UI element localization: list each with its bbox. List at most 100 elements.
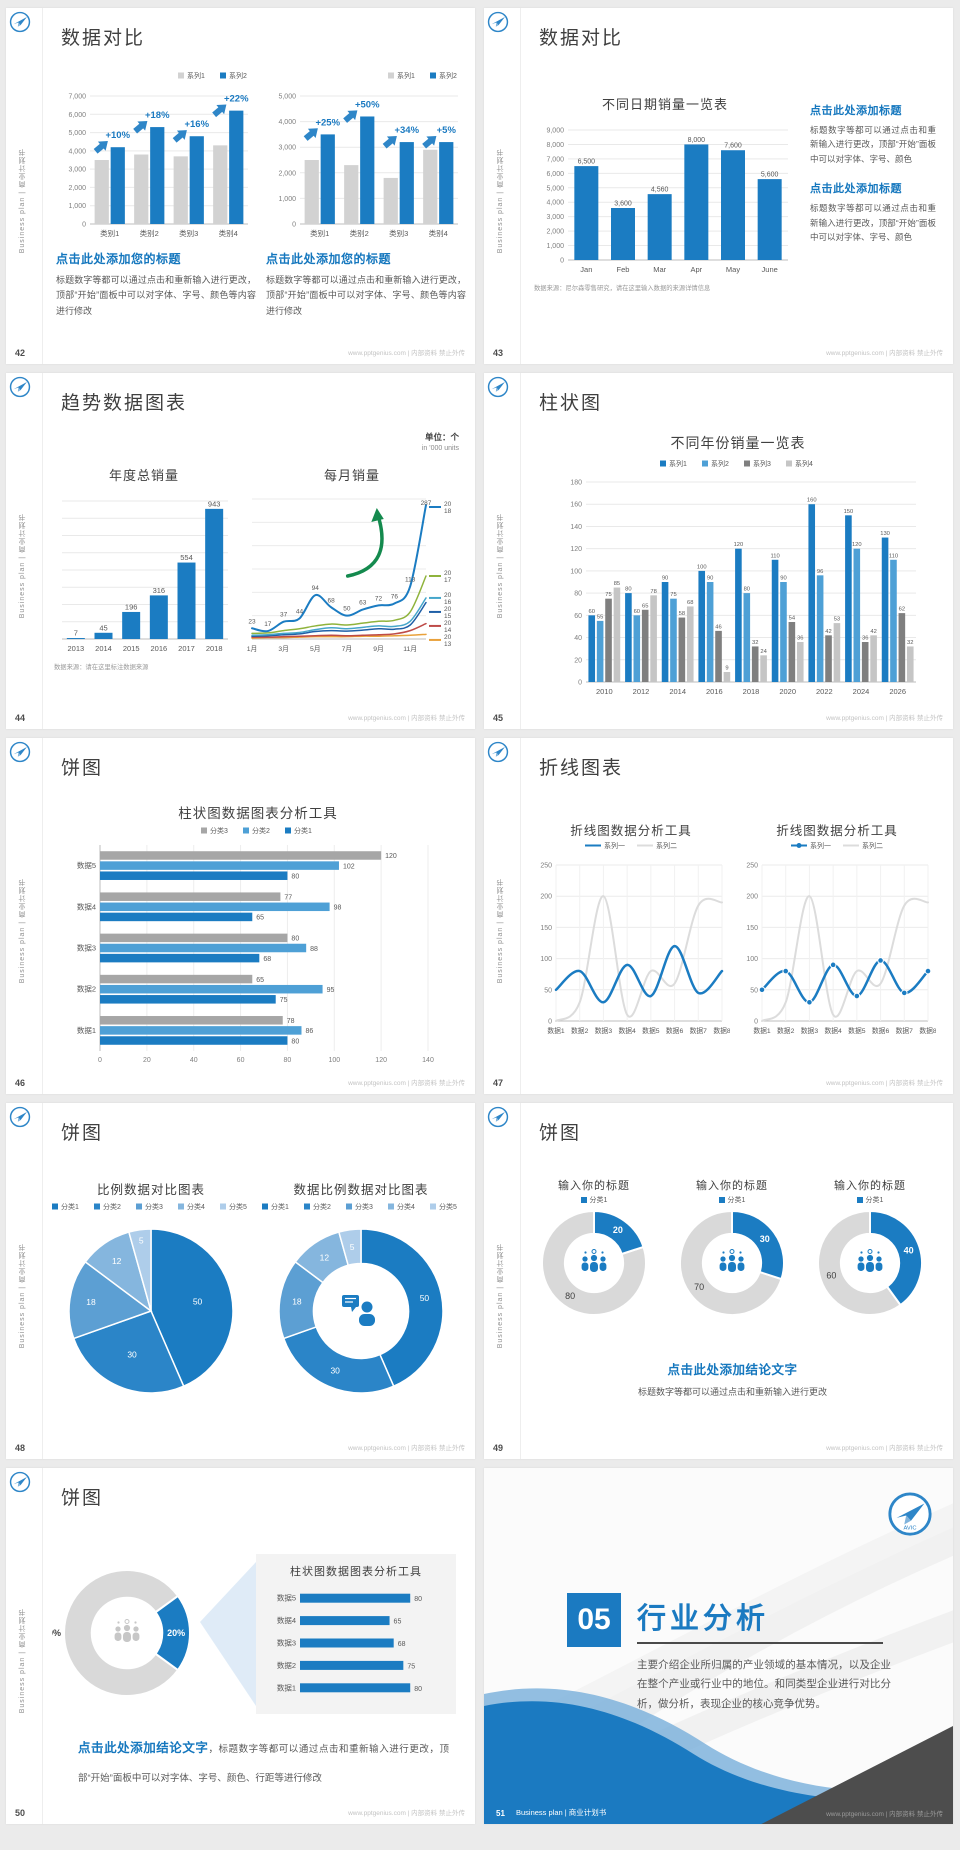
svg-text:5,000: 5,000 [278, 94, 296, 101]
svg-text:120: 120 [734, 542, 744, 548]
svg-text:100: 100 [328, 1057, 340, 1064]
legend-swatch [718, 1197, 725, 1203]
svg-text:系列2: 系列2 [229, 71, 247, 80]
svg-text:36: 36 [862, 636, 868, 642]
page-number: 45 [493, 713, 504, 723]
svg-text:类别1: 类别1 [100, 228, 119, 238]
legend: 分类1 [670, 1195, 794, 1205]
svg-text:Jan: Jan [580, 265, 592, 274]
svg-text:6,000: 6,000 [68, 112, 86, 119]
svg-text:120: 120 [570, 546, 582, 553]
chart-title: 折线图数据分析工具 [570, 824, 692, 838]
page-number: 44 [15, 713, 26, 723]
svg-text:76: 76 [391, 594, 399, 601]
trend-arrow-icon [345, 511, 384, 578]
svg-text:94: 94 [312, 585, 320, 592]
slide-50[interactable]: Business plan | 商业计划书 50 饼图 20% 80% 柱状图数据… [6, 1468, 475, 1824]
slide-footer-site: www.pptgenius.com | 内部资料 禁止外传 [348, 350, 465, 357]
svg-text:554: 554 [180, 553, 193, 562]
slide-43[interactable]: Business plan | 商业计划书 43 数据对比 不同日期销量一览表 … [484, 8, 953, 364]
svg-text:150: 150 [746, 925, 758, 932]
svg-text:287: 287 [421, 500, 432, 507]
growth-arrow-icon [212, 104, 227, 118]
svg-text:0: 0 [292, 222, 296, 229]
svg-text:4,000: 4,000 [546, 200, 564, 207]
svg-text:0: 0 [98, 1057, 102, 1064]
data-source-caption: 数据来源：请在这里标注数据来源 [54, 664, 149, 671]
svg-text:2024: 2024 [853, 687, 870, 696]
svg-text:58: 58 [679, 611, 685, 617]
page-number: 42 [15, 348, 26, 358]
block-heading: 点击此处添加标题 [810, 105, 902, 117]
slide-sidebar: Business plan | 商业计划书 [484, 373, 521, 729]
sidebar-vertical-text: Business plan | 商业计划书 [19, 1243, 26, 1349]
block-heading: 点击此处添加您的标题 [266, 252, 392, 266]
svg-text:分类1: 分类1 [61, 1202, 79, 1211]
bar-chart: 0 1,000 2,000 3,000 4,000 5,000 6,000 7,000 8,00… [534, 116, 796, 276]
slide-45[interactable]: Business plan | 商业计划书 45 柱状图 不同年份销量一览表 0… [484, 373, 953, 729]
svg-text:7: 7 [74, 629, 78, 638]
svg-text:80: 80 [744, 587, 750, 593]
svg-text:系列3: 系列3 [753, 459, 771, 468]
svg-text:7,000: 7,000 [68, 94, 86, 101]
slide-title: 数据对比 [61, 28, 146, 49]
svg-text:+16%: +16% [184, 119, 209, 130]
svg-text:数据7: 数据7 [896, 1026, 914, 1035]
svg-text:18: 18 [292, 1296, 302, 1306]
svg-text:2014: 2014 [95, 644, 112, 653]
slide-footer-site: www.pptgenius.com | 内部资料 禁止外传 [826, 1080, 943, 1087]
svg-text:0: 0 [560, 258, 564, 265]
horizontal-bar-chart: 80 数据5 65 数据4 68 数据3 75 数据2 80 数据1 [264, 1583, 448, 1701]
svg-text:95: 95 [327, 987, 335, 994]
svg-text:60: 60 [237, 1057, 245, 1064]
panel-title: 柱状图数据图表分析工具 [290, 1566, 422, 1578]
line-chart-right: 0 50 100 150 200 250 数据1 数据2 数据3 数据4 数据5 数据6 数据7 数据8 系… [738, 839, 937, 1037]
slide-48[interactable]: Business plan | 商业计划书 48 饼图 比例数据对比图表 分类1… [6, 1103, 475, 1459]
svg-text:2010: 2010 [596, 687, 613, 696]
slide-44[interactable]: Business plan | 商业计划书 44 趋势数据图表 单位：个 in … [6, 373, 475, 729]
svg-text:140: 140 [570, 524, 582, 531]
slide-51[interactable]: AVIC 05 行业分析 主要介绍企业所归属的产业领域的基本情况，以及企业在整个… [484, 1468, 953, 1824]
svg-text:2022: 2022 [816, 687, 833, 696]
svg-text:37: 37 [280, 612, 288, 619]
svg-text:75: 75 [280, 997, 288, 1004]
svg-text:分类3: 分类3 [355, 1202, 373, 1211]
slide-42[interactable]: Business plan | 商业计划书 42 数据对比 0 1,000 2,00… [6, 8, 475, 364]
svg-text:数据3: 数据3 [595, 1026, 613, 1035]
page-number: 51 [496, 1809, 505, 1818]
svg-text:系列1: 系列1 [187, 71, 205, 80]
chart-block-left: 比例数据对比图表 分类1 分类2 分类3 分类4 分类5 50 30 18 12 5 [50, 1179, 252, 1401]
svg-text:分类5: 分类5 [439, 1202, 457, 1211]
svg-text:数据6: 数据6 [872, 1026, 890, 1035]
svg-text:3,600: 3,600 [614, 201, 632, 208]
slide-footer-site: www.pptgenius.com | 内部资料 禁止外传 [348, 1810, 465, 1817]
title-underline [637, 1642, 883, 1644]
logo-icon [9, 376, 31, 398]
svg-text:60: 60 [826, 1271, 836, 1281]
svg-text:180: 180 [570, 480, 582, 487]
slide-46[interactable]: Business plan | 商业计划书 46 饼图 柱状图数据图表分析工具 … [6, 738, 475, 1094]
section-title: 行业分析 [637, 1603, 770, 1635]
svg-text:100: 100 [540, 956, 552, 963]
svg-text:30: 30 [330, 1365, 340, 1375]
svg-text:系列2: 系列2 [711, 459, 729, 468]
growth-arrow-icon [343, 110, 358, 123]
slide-title: 折线图表 [539, 758, 624, 779]
svg-text:53: 53 [834, 617, 840, 623]
svg-text:2013: 2013 [444, 634, 452, 648]
svg-text:2018: 2018 [206, 644, 223, 653]
text-column: 点击此处添加标题 标题数字等都可以通过点击和重新输入进行更改，顶部“开始”面板中… [810, 102, 936, 245]
callout-panel: 柱状图数据图表分析工具 80 数据5 65 数据4 68 数据3 75 数据2 80 数据1 [256, 1554, 456, 1714]
svg-text:+18%: +18% [145, 110, 170, 121]
svg-text:44: 44 [296, 608, 304, 615]
conclusion-heading: 点击此处添加结论文字 [78, 1741, 209, 1755]
svg-text:42: 42 [825, 629, 831, 635]
slide-47[interactable]: Business plan | 商业计划书 47 折线图表 折线图数据分析工具 … [484, 738, 953, 1094]
slide-49[interactable]: Business plan | 商业计划书 49 饼图 输入你的标题 分类1 2… [484, 1103, 953, 1459]
block-heading: 点击此处添加标题 [810, 183, 902, 196]
line-chart-left: 0 50 100 150 200 250 数据1 数据2 数据3 数据4 数据5 数据6 数据7 数据8 系… [532, 839, 731, 1037]
svg-text:Apr: Apr [690, 265, 702, 274]
page-number: 43 [493, 348, 504, 358]
chart-title: 数据比例数据对比图表 [293, 1183, 429, 1197]
